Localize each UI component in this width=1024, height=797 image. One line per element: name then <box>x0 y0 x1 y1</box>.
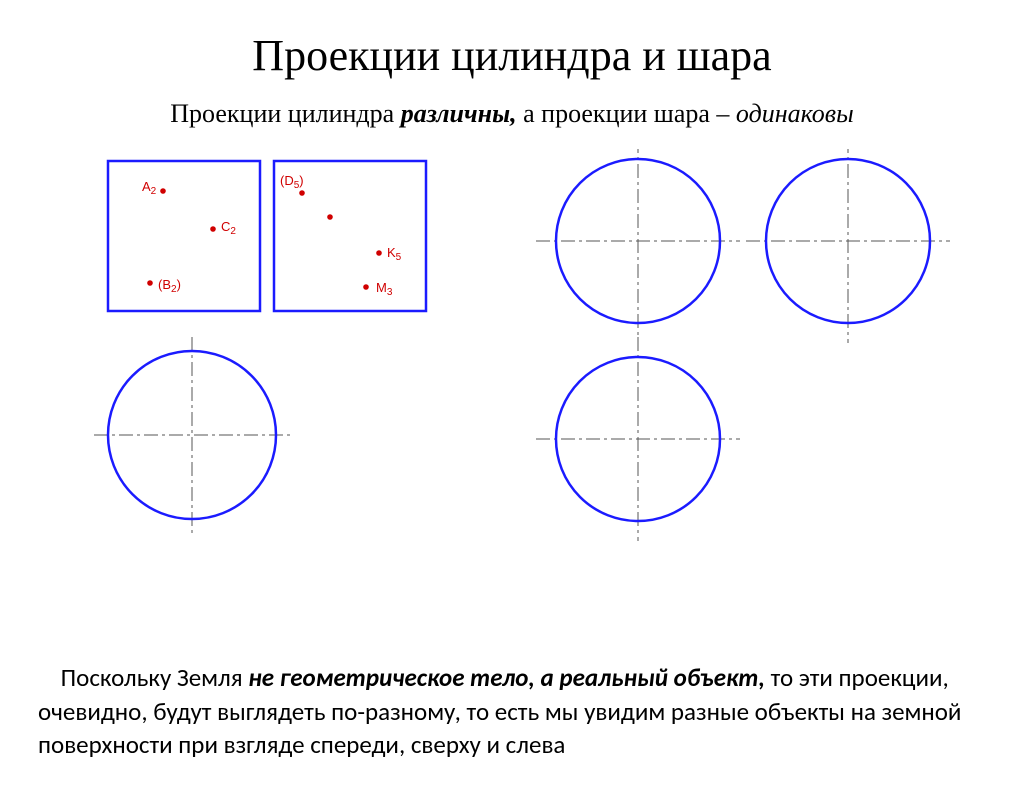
subtitle: Проекции цилиндра различны, а проекции ш… <box>0 99 1024 129</box>
bottom-t1: Поскольку Земля <box>61 662 249 693</box>
svg-text:M3: M3 <box>376 280 393 298</box>
subtitle-pre: Проекции цилиндра <box>170 99 400 128</box>
svg-text:C2: C2 <box>221 219 236 237</box>
page-title: Проекции цилиндра и шара <box>0 30 1024 81</box>
svg-text:K5: K5 <box>387 245 402 263</box>
subtitle-emph1: различны, <box>401 99 517 128</box>
svg-text:A2: A2 <box>142 179 157 197</box>
bottom-emph: не геометрическое тело, а реальный объек… <box>248 662 765 693</box>
svg-text:(B2): (B2) <box>158 277 181 295</box>
diagram-svg: A2 C2 (B2) (D5) K5 M3 <box>0 149 1024 579</box>
diagram-area: A2 C2 (B2) (D5) K5 M3 <box>0 149 1024 579</box>
svg-text:(D5): (D5) <box>280 173 304 191</box>
subtitle-emph2: одинаковы <box>736 99 854 128</box>
subtitle-mid: а проекции шара – <box>517 99 736 128</box>
bottom-paragraph: Поскольку Земля не геометрическое тело, … <box>38 661 986 762</box>
